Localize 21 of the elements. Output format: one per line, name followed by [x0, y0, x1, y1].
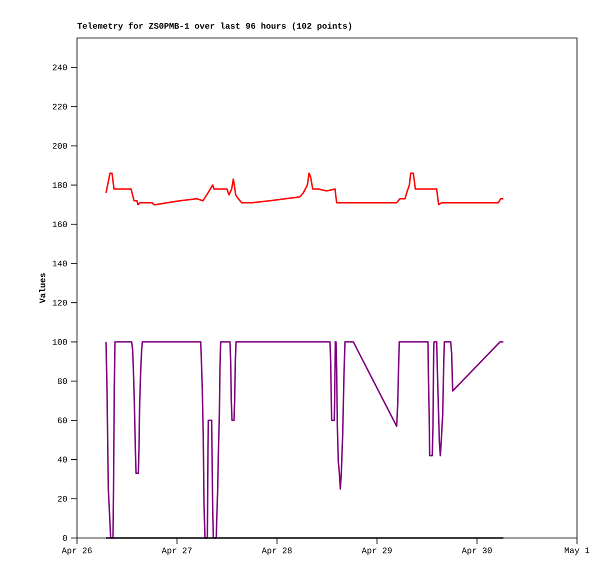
- y-tick-label: 160: [52, 221, 67, 228]
- x-tick-label: Apr 28: [262, 548, 292, 555]
- y-tick-label: 200: [52, 142, 67, 149]
- y-tick-label: 80: [58, 378, 67, 384]
- y-tick-label: 120: [52, 300, 67, 306]
- chart-title: Telemetry for ZS0PMB-1 over last 96 hours (102 points): [77, 22, 352, 30]
- y-tick-label: 220: [52, 104, 67, 110]
- y-tick-label: 60: [58, 417, 67, 424]
- x-tick-label: May 1: [564, 548, 590, 555]
- y-tick-label: 40: [58, 456, 67, 462]
- x-tick-label: Apr 27: [162, 548, 192, 555]
- y-axis-title: Values: [39, 273, 46, 304]
- x-tick-label: Apr 30: [462, 548, 492, 555]
- y-tick-label: 240: [52, 64, 67, 70]
- x-tick-label: Apr 29: [362, 548, 392, 555]
- y-tick-label: 100: [52, 339, 67, 345]
- y-tick-label: 0: [62, 535, 67, 541]
- x-tick-label: Apr 26: [62, 548, 92, 555]
- y-tick-label: 140: [52, 260, 67, 266]
- y-tick-label: 180: [52, 182, 67, 188]
- y-tick-label: 20: [58, 496, 67, 502]
